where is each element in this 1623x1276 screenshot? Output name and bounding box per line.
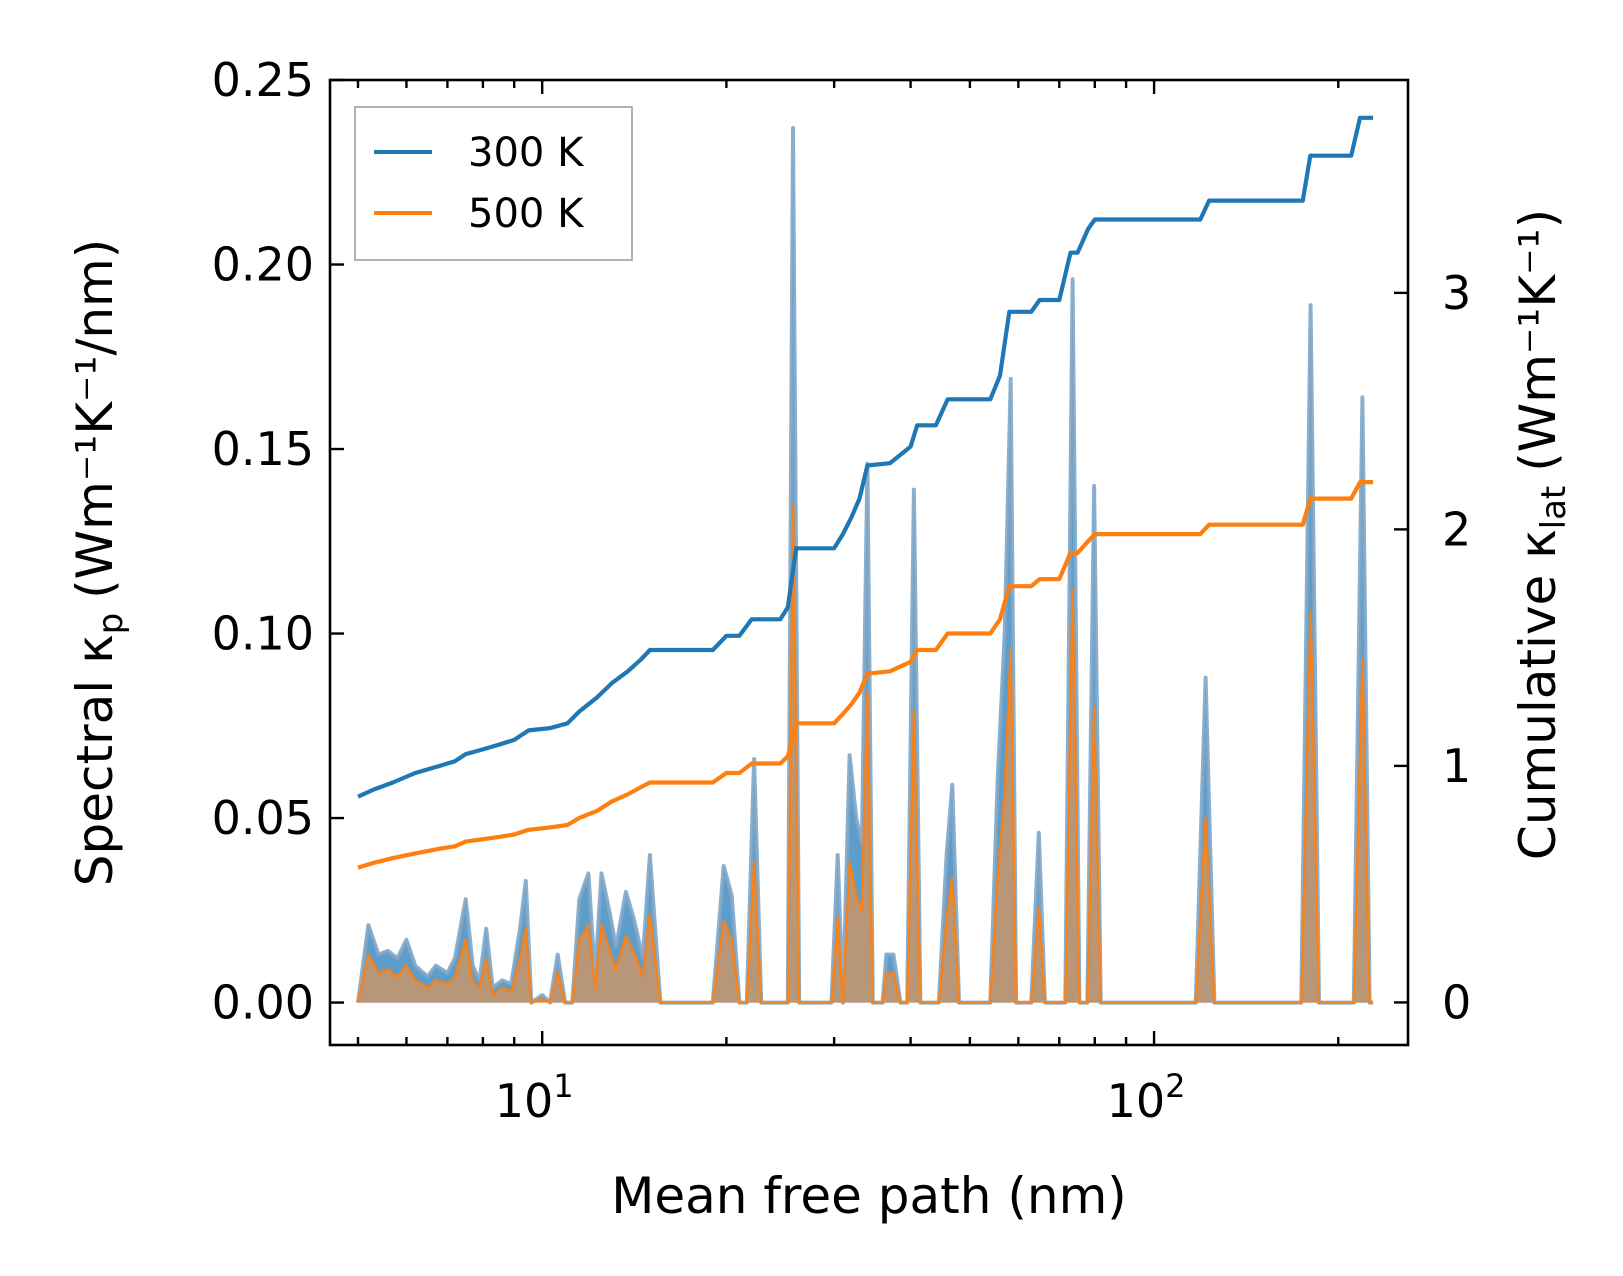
y-left-label-unit: (Wm⁻¹K⁻¹/nm) [66, 239, 124, 599]
y-left-axis-label: Spectral κp (Wm⁻¹K⁻¹/nm) [66, 239, 131, 886]
legend-label-500k: 500 K [468, 191, 585, 237]
y-right-axis-ticks: 0 1 2 3 [1394, 266, 1471, 1029]
spectral-line-500k [356, 503, 1374, 1004]
cumulative-line-300k [357, 115, 1374, 799]
legend-box [354, 106, 633, 261]
spectral-fill-500k [358, 504, 1374, 1003]
x-tick-label-base: 10 [1107, 1074, 1166, 1128]
x-tick-label-exp: 1 [553, 1067, 573, 1105]
legend: 300 K 500 K [354, 106, 633, 261]
y-left-tick-label-0.00: 0.00 [212, 976, 314, 1030]
y-right-label-sub: lat [1534, 486, 1574, 530]
y-right-tick-label-1: 1 [1442, 739, 1471, 793]
y-left-tick-label-0.05: 0.05 [212, 791, 314, 845]
x-tick-label-10: 101 [495, 1067, 574, 1128]
y-right-axis-label: Cumulative κlat (Wm⁻¹K⁻¹) [1509, 209, 1574, 860]
y-right-tick-label-0: 0 [1442, 975, 1471, 1029]
cumulative-line-500k [357, 480, 1374, 870]
x-tick-label-exp: 2 [1165, 1067, 1185, 1105]
y-left-axis-ticks: 0.00 0.05 0.10 0.15 0.20 0.25 [212, 53, 344, 1030]
cumulative-series-group [357, 115, 1374, 870]
plot-frame [328, 78, 1410, 1047]
x-axis-ticks: 101 102 [356, 80, 1340, 1128]
y-left-tick-label-0.15: 0.15 [212, 422, 314, 476]
x-tick-label-base: 10 [495, 1074, 554, 1128]
x-tick-label-100: 102 [1107, 1067, 1186, 1128]
y-left-tick-label-0.20: 0.20 [212, 238, 314, 292]
spectral-series-group [356, 126, 1374, 1005]
x-axis-label: Mean free path (nm) [611, 1167, 1127, 1225]
y-right-tick-label-2: 2 [1442, 502, 1471, 556]
y-left-label-sub: p [91, 613, 131, 635]
y-right-tick-label-3: 3 [1442, 266, 1471, 320]
y-right-label-base: Cumulative κ [1509, 529, 1567, 860]
legend-label-300k: 300 K [468, 130, 585, 176]
y-left-tick-label-0.10: 0.10 [212, 607, 314, 661]
y-left-label-base: Spectral κ [66, 634, 124, 886]
y-right-label-unit: (Wm⁻¹K⁻¹) [1509, 209, 1567, 472]
y-left-tick-label-0.25: 0.25 [212, 53, 314, 107]
spectral-line-300k [356, 126, 1374, 1005]
